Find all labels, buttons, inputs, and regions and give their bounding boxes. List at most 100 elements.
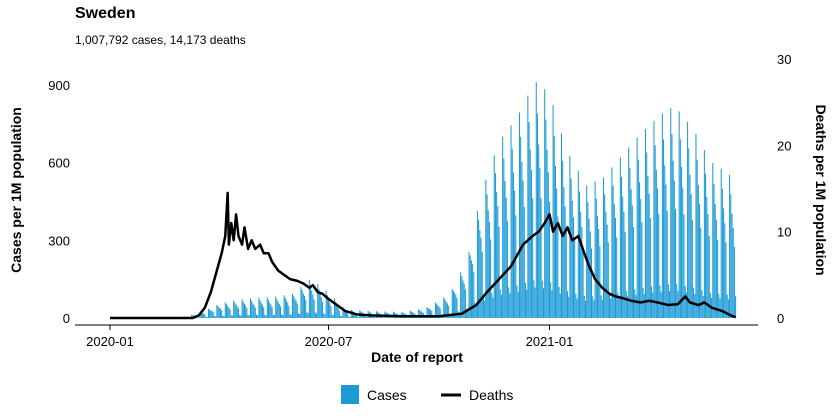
cases-bar [340,315,342,318]
cases-bar [324,314,326,318]
cases-bar [462,280,464,318]
cases-bar [641,222,643,318]
cases-bar [445,301,447,318]
cases-bar [598,228,600,318]
cases-bar [444,299,446,318]
cases-bar [267,299,270,318]
cases-bar [676,284,678,318]
cases-bar [700,227,702,318]
cases-bar [511,148,513,318]
cases-bar [636,137,638,318]
cases-bar [639,182,641,318]
legend-deaths-label: Deaths [469,387,513,403]
legend: Cases Deaths [341,385,513,404]
cases-bar [203,313,205,318]
cases-bar [578,191,581,318]
cases-bar [622,196,624,318]
cases-bar [482,296,484,318]
cases-bar [264,314,266,318]
cases-bar [576,298,578,318]
cases-bar [544,89,546,318]
cases-bar [679,139,681,318]
cases-bar [597,215,599,318]
cases-bar [717,239,719,318]
cases-bar [236,306,238,318]
y-left-tick-label: 600 [48,156,70,171]
cases-bar [581,227,583,318]
cases-bar [657,188,659,318]
cases-bar [251,300,253,318]
cases-bar [476,211,478,318]
cases-bar [681,166,683,318]
cases-bar [613,204,615,318]
cases-bar [688,148,690,318]
cases-bar [254,307,256,318]
cases-bar [409,310,411,318]
cases-bar [687,121,689,318]
cases-bar [305,299,307,318]
cases-bar [419,310,421,318]
cases-bar [571,200,573,318]
cases-bar [617,292,619,318]
cases-bar [294,298,296,318]
cases-bar [408,317,410,318]
cases-bar [645,129,647,318]
cases-bar [672,160,674,318]
cases-bar [605,211,607,319]
cases-bar [660,291,662,318]
cases-bar [398,317,400,318]
cases-bar [480,237,482,318]
cases-bar [646,152,648,318]
cases-bar [499,289,501,318]
cases-bar [568,296,570,318]
cases-bar [492,297,494,318]
cases-bar [240,315,242,318]
cases-bar [197,317,199,318]
cases-bar [209,309,211,318]
cases-bar [530,169,532,318]
cases-bar [310,285,312,318]
cases-bar [481,251,483,318]
cases-bar [611,167,613,318]
cases-bar [320,297,322,318]
x-axis-ticks: 2020-01 2020-07 2021-01 [86,325,573,349]
cases-bar [468,251,470,318]
cases-bar [421,311,423,318]
cases-bar [246,308,248,318]
cases-bar [735,295,737,318]
cases-bar [667,284,669,318]
cases-bar [577,170,579,318]
cases-bar [690,194,692,318]
cases-bar [191,314,193,318]
cases-bar [524,282,526,318]
cases-bar [640,199,642,318]
cases-bar [473,271,475,318]
cases-bar [326,295,328,318]
cases-bar [485,179,487,318]
cases-bar [374,317,376,318]
cases-bar [691,219,693,318]
cases-bar [341,316,343,318]
y-right-tick-label: 30 [777,52,791,67]
cases-bar [542,288,544,318]
cases-bar [343,309,345,318]
cases-bar [629,168,631,318]
cases-bar [603,177,605,318]
cases-bar [520,136,522,318]
cases-bar [288,305,290,318]
cases-bar [504,180,506,318]
y-right-tick-label: 20 [777,138,791,153]
cases-bar [522,180,524,318]
cases-bar [390,316,392,318]
cases-bar [714,204,716,318]
cases-bar [391,317,393,318]
cases-bar [213,316,215,318]
cases-bar [503,158,505,318]
cases-bar [347,313,349,318]
cases-bar [400,317,402,318]
cases-bar [338,310,340,318]
cases-bar [227,306,229,318]
cases-bar [497,206,499,318]
cases-bar [239,315,241,318]
